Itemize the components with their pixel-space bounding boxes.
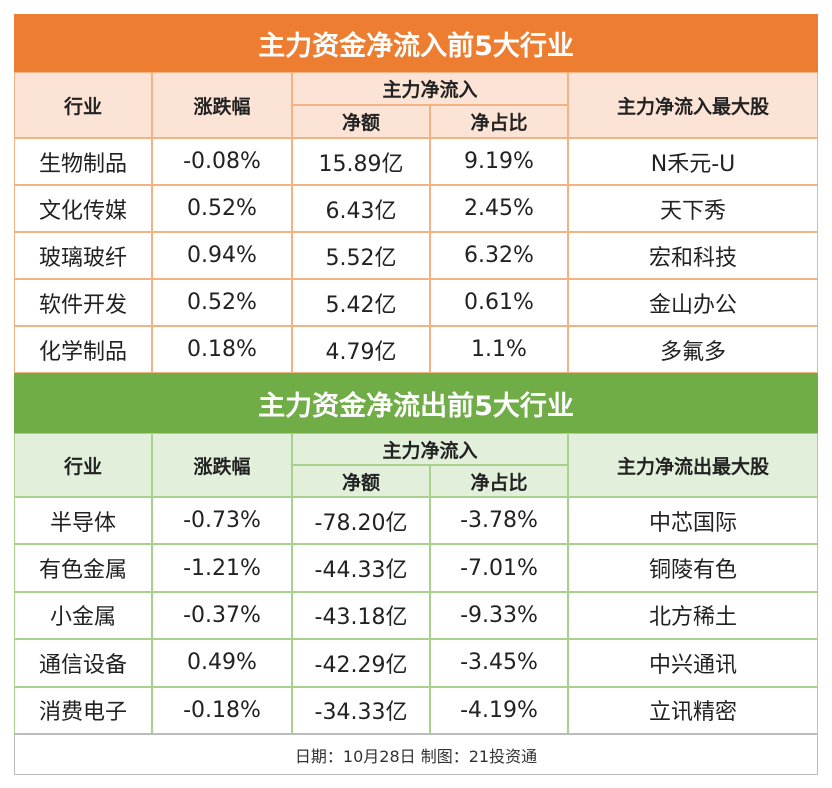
section-title: 主力资金净流出前5大行业 [14, 373, 818, 433]
header-cell: 主力净流入 [292, 72, 568, 105]
table-cell: 0.61% [430, 279, 568, 326]
table-cell: 6.43亿 [292, 185, 430, 232]
table-cell: 中芯国际 [568, 497, 818, 545]
header-cell: 净占比 [430, 105, 568, 138]
table-cell: -43.18亿 [292, 591, 430, 640]
table-cell: -1.21% [152, 544, 292, 592]
table-cell: 通信设备 [14, 639, 152, 687]
table-cell: 0.52% [152, 185, 292, 232]
header-cell: 主力净流入 [292, 433, 568, 465]
table-cell: -9.33% [430, 591, 568, 640]
table-cell: -0.18% [152, 686, 292, 734]
table-cell: 2.45% [430, 185, 568, 232]
table-cell: 5.42亿 [292, 279, 430, 326]
header-cell: 净额 [292, 105, 430, 138]
table-cell: 软件开发 [14, 279, 152, 326]
header-cell: 主力净流入最大股 [568, 72, 818, 138]
table-cell: 天下秀 [568, 185, 818, 232]
table-cell: 金山办公 [568, 279, 818, 326]
table-cell: 9.19% [430, 138, 568, 185]
header-cell: 行业 [14, 433, 152, 497]
table-cell: 半导体 [14, 497, 152, 545]
table-cell: -44.33亿 [292, 544, 430, 592]
header-cell: 净占比 [430, 465, 568, 497]
table-cell: 化学制品 [14, 326, 152, 373]
table-cell: -42.29亿 [292, 639, 430, 687]
table-cell: 0.52% [152, 279, 292, 326]
table-cell: 中兴通讯 [568, 639, 818, 687]
section-title: 主力资金净流入前5大行业 [14, 14, 818, 72]
table-cell: -78.20亿 [292, 497, 430, 545]
table-cell: 消费电子 [14, 686, 152, 734]
footer: 日期：10月28日 制图：21投资通 [14, 734, 818, 775]
table-cell: 多氟多 [568, 326, 818, 373]
table-cell: N禾元-U [568, 138, 818, 185]
table-cell: 0.94% [152, 232, 292, 279]
table-cell: -3.45% [430, 639, 568, 687]
header-cell: 行业 [14, 72, 152, 138]
table-cell: 文化传媒 [14, 185, 152, 232]
table-cell: -0.08% [152, 138, 292, 185]
table-cell: -34.33亿 [292, 686, 430, 734]
table-cell: 生物制品 [14, 138, 152, 185]
table-cell: -7.01% [430, 544, 568, 592]
table-cell: 15.89亿 [292, 138, 430, 185]
table-cell: -0.37% [152, 591, 292, 640]
header-cell: 净额 [292, 465, 430, 497]
table-cell: 0.49% [152, 639, 292, 687]
header-cell: 涨跌幅 [152, 72, 292, 138]
table-cell: 6.32% [430, 232, 568, 279]
table-cell: 立讯精密 [568, 686, 818, 734]
table-cell: -3.78% [430, 497, 568, 545]
table-cell: 北方稀土 [568, 591, 818, 640]
table-cell: 1.1% [430, 326, 568, 373]
table-cell: -4.19% [430, 686, 568, 734]
table-cell: 4.79亿 [292, 326, 430, 373]
table-cell: 铜陵有色 [568, 544, 818, 592]
header-cell: 涨跌幅 [152, 433, 292, 497]
table-cell: 玻璃玻纤 [14, 232, 152, 279]
table-cell: -0.73% [152, 497, 292, 545]
table-cell: 宏和科技 [568, 232, 818, 279]
table-cell: 小金属 [14, 591, 152, 640]
table-cell: 0.18% [152, 326, 292, 373]
table-cell: 5.52亿 [292, 232, 430, 279]
header-cell: 主力净流出最大股 [568, 433, 818, 497]
table-cell: 有色金属 [14, 544, 152, 592]
